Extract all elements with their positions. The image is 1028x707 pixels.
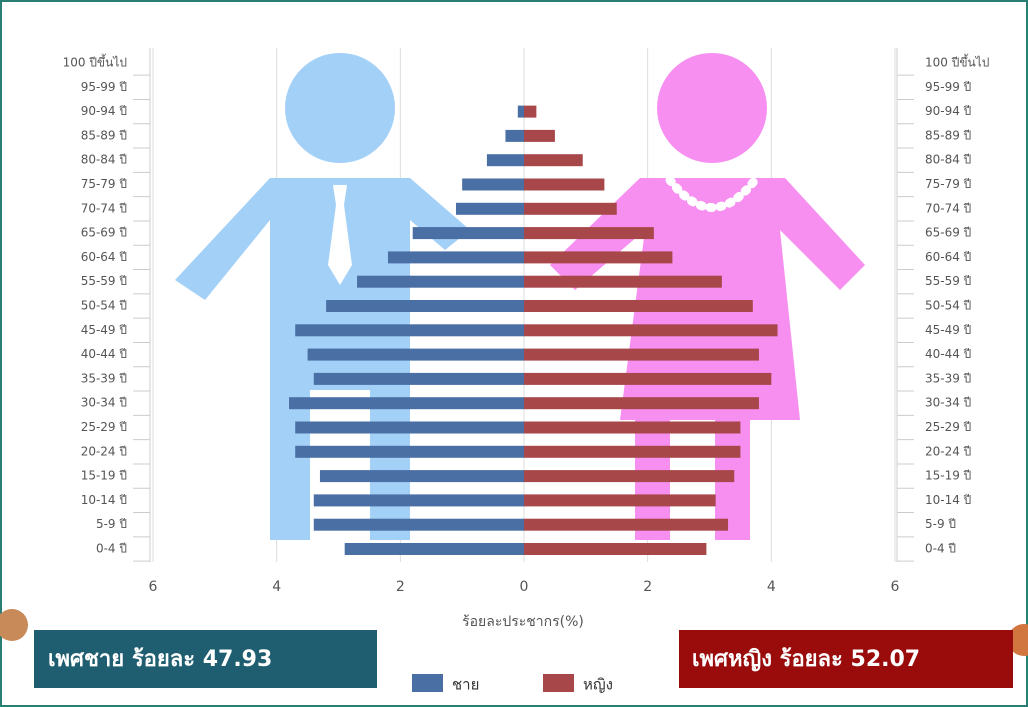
legend-label: ชาย: [452, 676, 479, 694]
bar: [524, 494, 716, 506]
y-tick-label: 90-94 ปี: [925, 104, 971, 118]
y-tick-label: 0-4 ปี: [925, 542, 956, 556]
bar: [314, 494, 524, 506]
bar: [524, 422, 740, 434]
y-tick-label: 95-99 ปี: [81, 80, 127, 94]
y-tick-label: 90-94 ปี: [81, 104, 127, 118]
bar: [524, 543, 706, 555]
bar: [308, 349, 524, 361]
bar: [524, 227, 654, 239]
y-tick-label: 25-29 ปี: [81, 420, 127, 434]
bar: [524, 349, 759, 361]
x-tick-label: 2: [643, 579, 652, 595]
x-tick-label: 4: [767, 579, 776, 595]
y-tick-label: 20-24 ปี: [81, 444, 127, 458]
y-tick-label: 15-19 ปี: [925, 469, 971, 483]
bar: [524, 373, 771, 385]
y-tick-label: 15-19 ปี: [81, 469, 127, 483]
y-tick-label: 30-34 ปี: [925, 396, 971, 410]
y-tick-label: 55-59 ปี: [925, 274, 971, 288]
x-tick-label: 4: [272, 579, 281, 595]
chart: ร้อยละประชากร(%) เพศชาย ร้อยละ 47.93 เพศ…: [0, 0, 1028, 707]
y-tick-label: 75-79 ปี: [81, 177, 127, 191]
y-tick-label: 65-69 ปี: [81, 226, 127, 240]
x-axis-label: ร้อยละประชากร(%): [462, 614, 584, 630]
annotation: เพศชาย ร้อยละ 47.93: [48, 647, 272, 672]
y-tick-label: 35-39 ปี: [925, 371, 971, 385]
y-tick-label: 45-49 ปี: [81, 323, 127, 337]
x-tick-label: 2: [396, 579, 405, 595]
bar: [320, 470, 524, 482]
bar: [462, 179, 524, 191]
bar: [295, 422, 524, 434]
bar: [524, 397, 759, 409]
bar: [314, 373, 524, 385]
legend-swatch: [412, 674, 443, 692]
bar: [524, 130, 555, 142]
annotation: เพศหญิง ร้อยละ 52.07: [692, 647, 920, 672]
y-tick-label: 10-14 ปี: [81, 493, 127, 507]
bar: [524, 251, 672, 263]
x-tick-label: 6: [149, 579, 158, 595]
y-tick-label: 95-99 ปี: [925, 80, 971, 94]
bar: [524, 470, 734, 482]
bar: [326, 300, 524, 312]
bar: [524, 324, 778, 336]
bar: [295, 324, 524, 336]
bar: [524, 446, 740, 458]
bar: [295, 446, 524, 458]
y-tick-label: 70-74 ปี: [81, 201, 127, 215]
x-tick-label: 0: [520, 579, 529, 595]
y-tick-label: 20-24 ปี: [925, 444, 971, 458]
y-tick-label: 50-54 ปี: [81, 299, 127, 313]
y-tick-label: 80-84 ปี: [81, 153, 127, 167]
y-tick-label: 75-79 ปี: [925, 177, 971, 191]
bar: [289, 397, 524, 409]
bar: [524, 276, 722, 288]
legend-label: หญิง: [583, 676, 613, 694]
bar: [505, 130, 524, 142]
bar: [524, 154, 583, 166]
bar: [524, 179, 604, 191]
y-tick-label: 65-69 ปี: [925, 226, 971, 240]
x-tick-label: 6: [891, 579, 900, 595]
y-tick-label: 60-64 ปี: [81, 250, 127, 264]
legend-swatch: [543, 674, 574, 692]
y-tick-label: 40-44 ปี: [81, 347, 127, 361]
bar: [524, 203, 617, 215]
bar: [524, 106, 536, 118]
y-tick-label: 60-64 ปี: [925, 250, 971, 264]
y-tick-label: 35-39 ปี: [81, 371, 127, 385]
bar: [518, 106, 524, 118]
y-tick-label: 5-9 ปี: [925, 517, 956, 531]
y-tick-label: 0-4 ปี: [96, 542, 127, 556]
y-tick-label: 50-54 ปี: [925, 299, 971, 313]
bar: [388, 251, 524, 263]
y-tick-label: 100 ปีขึ้นไป: [63, 54, 127, 70]
y-tick-label: 70-74 ปี: [925, 201, 971, 215]
bar: [524, 300, 753, 312]
bar: [345, 543, 524, 555]
y-tick-label: 30-34 ปี: [81, 396, 127, 410]
y-tick-label: 10-14 ปี: [925, 493, 971, 507]
bar: [524, 519, 728, 531]
y-tick-label: 25-29 ปี: [925, 420, 971, 434]
y-tick-label: 85-89 ปี: [925, 128, 971, 142]
y-tick-label: 100 ปีขึ้นไป: [925, 54, 989, 70]
page: {"chart_data": {"type": "population-pyra…: [0, 0, 1028, 707]
y-tick-label: 80-84 ปี: [925, 153, 971, 167]
bar: [357, 276, 524, 288]
bar: [487, 154, 524, 166]
y-tick-label: 55-59 ปี: [81, 274, 127, 288]
y-tick-label: 40-44 ปี: [925, 347, 971, 361]
y-tick-label: 85-89 ปี: [81, 128, 127, 142]
y-tick-label: 45-49 ปี: [925, 323, 971, 337]
bar: [314, 519, 524, 531]
y-tick-label: 5-9 ปี: [96, 517, 127, 531]
bar: [413, 227, 524, 239]
bar: [456, 203, 524, 215]
